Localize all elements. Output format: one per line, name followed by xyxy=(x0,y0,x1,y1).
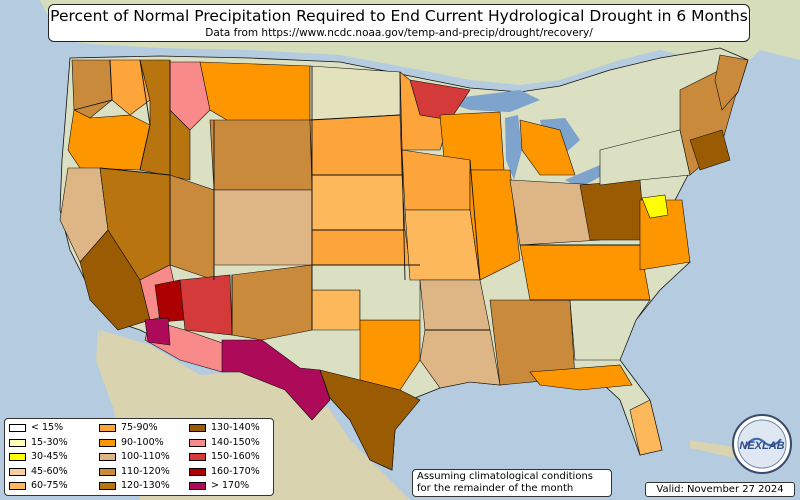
region-fl-panhandle xyxy=(529,364,633,391)
region-ar xyxy=(419,279,491,331)
note-line-2: for the remainder of the month xyxy=(417,483,574,494)
legend-label: 75-90% xyxy=(121,422,158,433)
legend-label: 160-170% xyxy=(211,465,260,477)
legend-swatch xyxy=(99,424,116,432)
region-wv xyxy=(579,179,646,241)
legend-label: > 170% xyxy=(211,480,250,491)
legend-label: 45-60% xyxy=(31,465,68,477)
region-wa-west xyxy=(71,59,113,119)
legend-label: 60-75% xyxy=(31,480,68,491)
legend-item: 150-160% xyxy=(189,451,260,463)
legend-item: 30-45% xyxy=(9,451,68,463)
region-mt-east xyxy=(199,61,311,123)
legend-swatch xyxy=(99,467,116,476)
legend-label: 150-160% xyxy=(211,451,260,462)
legend-label: 130-140% xyxy=(211,422,260,433)
legend-label: 90-100% xyxy=(121,436,164,448)
region-az-east xyxy=(179,274,233,336)
lake-superior xyxy=(440,90,540,112)
legend-label: 30-45% xyxy=(31,451,68,462)
legend-swatch xyxy=(189,424,206,432)
legend-item: > 170% xyxy=(189,480,249,492)
region-pa-ny xyxy=(599,129,691,186)
legend-swatch xyxy=(9,453,26,461)
assumption-note: Assuming climatological conditions for t… xyxy=(412,469,612,497)
region-ne xyxy=(311,174,406,231)
region-co xyxy=(213,189,313,266)
lake-michigan xyxy=(505,115,522,180)
legend-item: 45-60% xyxy=(9,466,68,478)
nexlab-logo-icon: NEXLAB xyxy=(732,414,792,474)
legend-item: 100-110% xyxy=(99,451,170,463)
region-mi xyxy=(519,119,576,176)
valid-date: Valid: November 27 2024 xyxy=(645,482,795,497)
baja-land xyxy=(96,330,138,445)
region-nd xyxy=(309,65,401,121)
legend-item: < 15% xyxy=(9,422,63,434)
region-ia xyxy=(401,149,471,211)
legend-item: 120-130% xyxy=(99,480,170,492)
region-or xyxy=(67,109,151,171)
legend: < 15% 15-30% 30-45% 45-60% 60-75% 75-90% 90-10… xyxy=(4,418,274,496)
map-title-box: Percent of Normal Precipitation Required… xyxy=(48,4,750,42)
legend-label: 140-150% xyxy=(211,436,260,448)
region-il xyxy=(469,169,521,281)
legend-item: 15-30% xyxy=(9,437,68,449)
region-tx-panhandle xyxy=(311,289,361,331)
legend-swatch xyxy=(189,453,206,461)
region-wy xyxy=(209,119,313,191)
legend-item: 140-150% xyxy=(189,437,260,449)
legend-swatch xyxy=(9,467,26,476)
legend-swatch xyxy=(9,482,26,490)
legend-item: 110-120% xyxy=(99,466,170,478)
legend-swatch xyxy=(9,438,26,447)
map-subtitle: Data from https://www.ncdc.noaa.gov/temp… xyxy=(205,27,593,39)
legend-label: 110-120% xyxy=(121,465,170,477)
note-line-1: Assuming climatological conditions xyxy=(417,471,593,482)
region-nm xyxy=(231,264,313,341)
region-ma xyxy=(689,129,731,171)
legend-item: 60-75% xyxy=(9,480,68,492)
legend-item: 90-100% xyxy=(99,437,164,449)
region-fl-south xyxy=(629,399,663,456)
legend-label: 120-130% xyxy=(121,480,170,491)
legend-swatch xyxy=(189,467,206,476)
legend-item: 75-90% xyxy=(99,422,158,434)
legend-label: 100-110% xyxy=(121,451,170,462)
legend-label: < 15% xyxy=(31,422,64,433)
region-maine xyxy=(714,54,749,111)
legend-swatch xyxy=(99,438,116,447)
region-ky-tn xyxy=(519,244,651,301)
region-ks xyxy=(311,229,411,266)
legend-swatch xyxy=(99,453,116,461)
legend-swatch xyxy=(9,424,26,432)
legend-label: 15-30% xyxy=(31,436,68,448)
region-nm-magenta xyxy=(221,339,331,421)
state-borders xyxy=(73,59,650,335)
legend-swatch xyxy=(99,482,116,490)
region-az-magenta xyxy=(144,317,171,346)
legend-item: 130-140% xyxy=(189,422,260,434)
region-mo xyxy=(404,209,481,281)
logo-text: NEXLAB xyxy=(739,440,784,452)
map-title: Percent of Normal Precipitation Required… xyxy=(50,7,748,25)
legend-swatch xyxy=(189,438,206,447)
region-tx-south xyxy=(319,369,421,471)
legend-swatch xyxy=(189,482,206,490)
region-md-yellow xyxy=(641,194,669,219)
region-sd xyxy=(309,114,403,176)
legend-item: 160-170% xyxy=(189,466,260,478)
region-ut xyxy=(169,174,215,281)
